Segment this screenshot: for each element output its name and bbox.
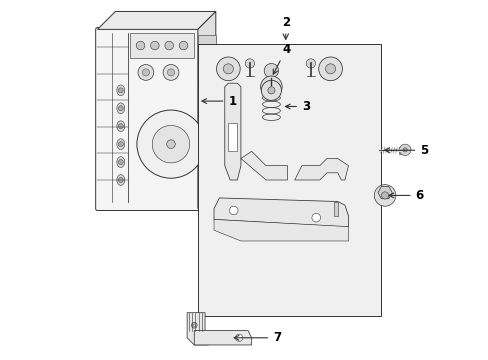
Circle shape bbox=[267, 87, 274, 94]
Bar bbox=[228, 123, 237, 151]
Bar bbox=[198, 35, 215, 45]
Circle shape bbox=[166, 140, 175, 148]
Polygon shape bbox=[194, 330, 251, 345]
Bar bbox=[198, 110, 215, 121]
Circle shape bbox=[118, 88, 123, 93]
Circle shape bbox=[311, 213, 320, 222]
Bar bbox=[198, 44, 380, 316]
Circle shape bbox=[216, 57, 240, 81]
Circle shape bbox=[235, 334, 242, 341]
Circle shape bbox=[381, 192, 388, 199]
Text: 5: 5 bbox=[384, 144, 427, 157]
Ellipse shape bbox=[117, 139, 124, 149]
Circle shape bbox=[179, 41, 187, 50]
Circle shape bbox=[163, 64, 179, 80]
Circle shape bbox=[373, 185, 395, 206]
Polygon shape bbox=[187, 313, 208, 345]
Bar bbox=[198, 53, 215, 63]
Circle shape bbox=[261, 80, 281, 100]
Ellipse shape bbox=[117, 85, 124, 96]
Ellipse shape bbox=[117, 121, 124, 132]
Polygon shape bbox=[294, 158, 348, 180]
Bar bbox=[129, 33, 194, 58]
FancyBboxPatch shape bbox=[96, 28, 199, 211]
Circle shape bbox=[142, 69, 149, 76]
Circle shape bbox=[402, 148, 407, 152]
Circle shape bbox=[118, 177, 123, 183]
Circle shape bbox=[260, 76, 282, 98]
Polygon shape bbox=[214, 198, 348, 226]
Text: 6: 6 bbox=[388, 189, 423, 202]
Polygon shape bbox=[224, 83, 241, 180]
Polygon shape bbox=[214, 220, 348, 241]
Circle shape bbox=[118, 124, 123, 129]
Text: 1: 1 bbox=[202, 95, 236, 108]
Text: 3: 3 bbox=[285, 100, 309, 113]
Circle shape bbox=[150, 41, 159, 50]
Circle shape bbox=[325, 64, 335, 74]
Text: 2: 2 bbox=[281, 17, 289, 30]
Circle shape bbox=[223, 64, 233, 74]
Circle shape bbox=[136, 41, 144, 50]
Text: 4: 4 bbox=[273, 42, 290, 74]
Text: 7: 7 bbox=[234, 331, 281, 344]
Circle shape bbox=[118, 106, 123, 111]
Polygon shape bbox=[198, 12, 215, 209]
Polygon shape bbox=[97, 12, 215, 30]
Circle shape bbox=[137, 110, 204, 178]
Polygon shape bbox=[241, 151, 287, 180]
Circle shape bbox=[118, 141, 123, 147]
Circle shape bbox=[264, 63, 278, 78]
Circle shape bbox=[164, 41, 173, 50]
Circle shape bbox=[118, 159, 123, 165]
Circle shape bbox=[152, 125, 189, 163]
Circle shape bbox=[305, 59, 315, 68]
Bar bbox=[333, 202, 337, 216]
Circle shape bbox=[167, 69, 174, 76]
Ellipse shape bbox=[117, 103, 124, 114]
Circle shape bbox=[193, 324, 195, 326]
Circle shape bbox=[399, 144, 410, 156]
Ellipse shape bbox=[117, 175, 124, 185]
Circle shape bbox=[191, 322, 197, 328]
Ellipse shape bbox=[117, 157, 124, 167]
Circle shape bbox=[266, 82, 275, 91]
Circle shape bbox=[138, 64, 153, 80]
Circle shape bbox=[318, 57, 342, 81]
Bar bbox=[398, 147, 405, 154]
Circle shape bbox=[244, 59, 254, 68]
Bar bbox=[198, 81, 215, 92]
Circle shape bbox=[229, 206, 238, 215]
